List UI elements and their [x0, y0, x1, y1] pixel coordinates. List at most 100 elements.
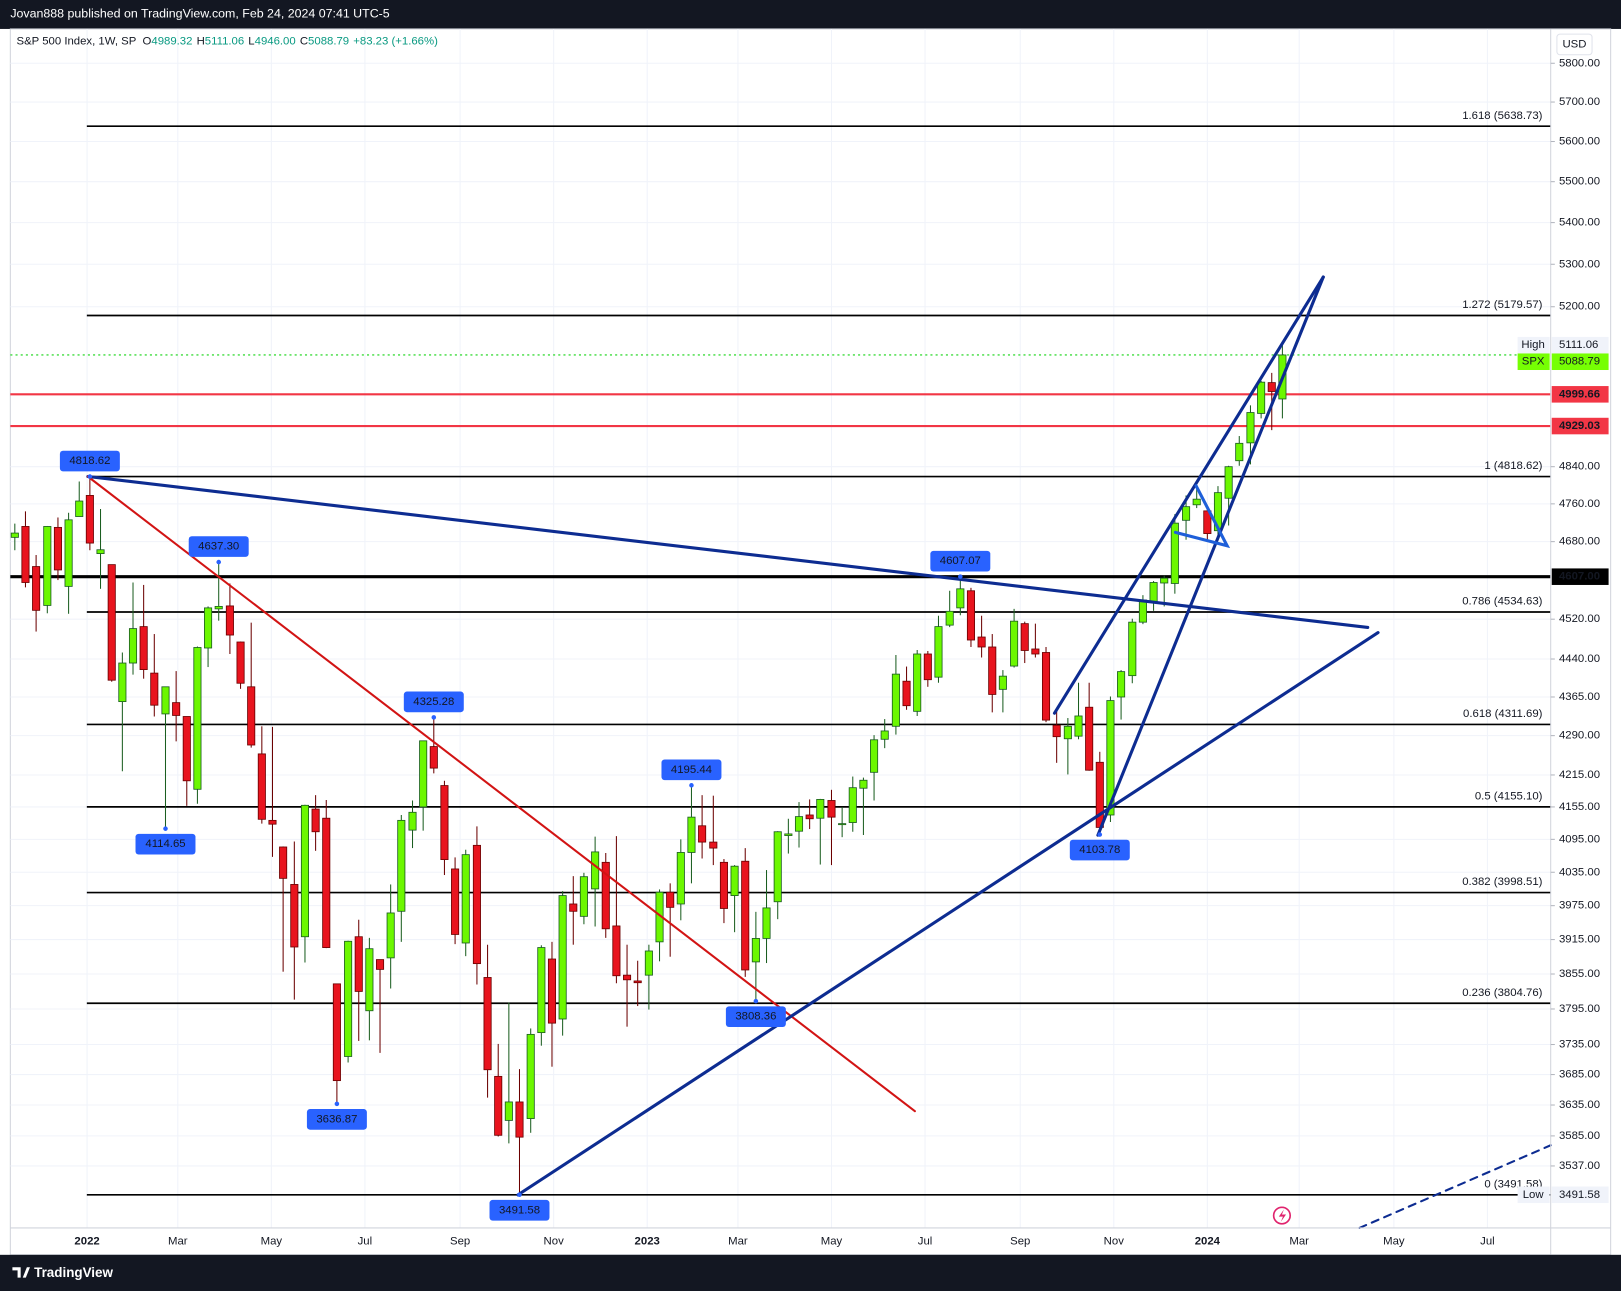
candle-body	[719, 861, 728, 909]
level-badge	[1551, 417, 1609, 435]
candle-body	[966, 590, 975, 641]
symbol: S&P 500 Index, 1W, SP	[17, 35, 137, 47]
candle-body	[85, 495, 94, 544]
candle-body	[193, 647, 202, 790]
candle-body	[472, 844, 481, 965]
ohlc-value: 4946.00	[255, 35, 296, 47]
candle-body	[902, 680, 911, 707]
y-tick-label: 4365.00	[1559, 691, 1600, 703]
candle-body	[96, 549, 105, 554]
price-badge-value: 3491.58	[1559, 1189, 1600, 1201]
change: +83.23 (+1.66%)	[353, 35, 438, 47]
y-tick-label: 4155.00	[1559, 801, 1600, 813]
candle-body	[494, 1075, 503, 1136]
x-tick-label: Jul	[1480, 1235, 1495, 1247]
candle-body	[440, 785, 449, 861]
candle-body	[988, 646, 997, 695]
pivot-badge	[188, 536, 249, 557]
fib-label: 0.5 (4155.10)	[1475, 791, 1543, 803]
price-badge-tag	[1517, 1186, 1550, 1204]
x-tick-label: Sep	[1010, 1235, 1030, 1247]
pivot-badge	[135, 833, 196, 855]
alert-icon[interactable]	[1272, 1206, 1292, 1225]
candle-body	[419, 740, 428, 808]
pivot-dot	[334, 1101, 340, 1107]
currency-button[interactable]	[1556, 33, 1593, 56]
y-tick-label: 4095.00	[1559, 833, 1600, 845]
y-tick-label: 4440.00	[1559, 653, 1600, 665]
candle-body	[751, 938, 760, 963]
candle-body	[247, 686, 256, 746]
candle-body	[461, 854, 470, 944]
x-tick-label: Mar	[728, 1235, 748, 1247]
candle-body	[53, 526, 62, 571]
channel-line	[1096, 275, 1325, 837]
candle-body	[762, 907, 771, 939]
price-badge-tag	[1517, 336, 1550, 354]
candle-body	[10, 532, 19, 538]
candle-body	[1149, 582, 1158, 603]
candle-body	[322, 817, 331, 948]
trendline	[516, 631, 1380, 1197]
candle-body	[268, 819, 277, 825]
candle-body	[891, 673, 900, 727]
pivot-dot	[216, 559, 221, 565]
candle-body	[945, 610, 954, 626]
pivot-badge	[930, 550, 991, 572]
y-tick-label: 5700.00	[1559, 96, 1600, 108]
candle-body	[633, 980, 642, 984]
candle-layer	[10, 345, 1287, 1195]
candle-body	[290, 884, 299, 948]
pivot-label: 3808.36	[735, 1011, 776, 1023]
candle-body	[483, 977, 492, 1071]
candle-body	[139, 626, 148, 670]
candle-body	[236, 641, 245, 684]
candle-body	[300, 804, 309, 938]
candle-body	[816, 799, 825, 819]
fib-label: 0.618 (4311.69)	[1463, 708, 1543, 720]
y-tick-label: 5200.00	[1559, 301, 1600, 313]
candle-body	[204, 607, 213, 649]
candle-body	[880, 730, 889, 740]
candle-body	[515, 1101, 524, 1138]
price-badge	[1551, 353, 1609, 371]
candle-body	[612, 925, 621, 977]
pivot-label: 4818.62	[69, 455, 110, 467]
ohlc-key: H	[197, 35, 205, 47]
x-tick-label: 2022	[74, 1235, 99, 1247]
x-tick-label: Jul	[918, 1235, 933, 1247]
candle-body	[1074, 715, 1083, 737]
x-tick-label: May	[261, 1235, 283, 1247]
currency[interactable]: USD	[1562, 38, 1586, 50]
pivot-dot	[87, 474, 93, 479]
candle-body	[687, 816, 696, 853]
trendline	[86, 474, 1370, 629]
y-tick-label: 5800.00	[1559, 57, 1600, 69]
candle-body	[838, 823, 847, 826]
candle-body	[1138, 599, 1147, 623]
trendline	[86, 475, 916, 1113]
fib-label: 1 (4818.62)	[1484, 460, 1542, 472]
candle-body	[225, 605, 234, 636]
y-tick-label: 3635.00	[1559, 1099, 1600, 1111]
y-tick-label: 3537.00	[1559, 1160, 1600, 1172]
candle-body	[375, 959, 385, 970]
axis-layer: 5800.00 5700.00 5600.00 5500.00 5400.00 5300.…	[74, 57, 1609, 1247]
fib-label: 0 (3491.58)	[1484, 1178, 1542, 1190]
candle-body	[354, 936, 363, 992]
fib-label: 0.786 (4534.63)	[1462, 596, 1542, 608]
candle-body	[182, 716, 191, 782]
candle-body	[161, 686, 170, 715]
candle-body	[429, 746, 438, 769]
x-tick-label: May	[821, 1235, 843, 1247]
candle-body	[848, 787, 857, 823]
candle-body	[311, 808, 320, 833]
y-tick-label: 3685.00	[1559, 1069, 1600, 1081]
candle-body	[773, 831, 782, 903]
x-tick-label: 2023	[635, 1235, 660, 1247]
pivot-dot	[517, 1192, 522, 1198]
candle-body	[344, 940, 353, 1057]
x-tick-label: Mar	[168, 1235, 188, 1247]
pivot-dot	[753, 998, 759, 1004]
pivot-label: 4114.65	[145, 838, 185, 850]
